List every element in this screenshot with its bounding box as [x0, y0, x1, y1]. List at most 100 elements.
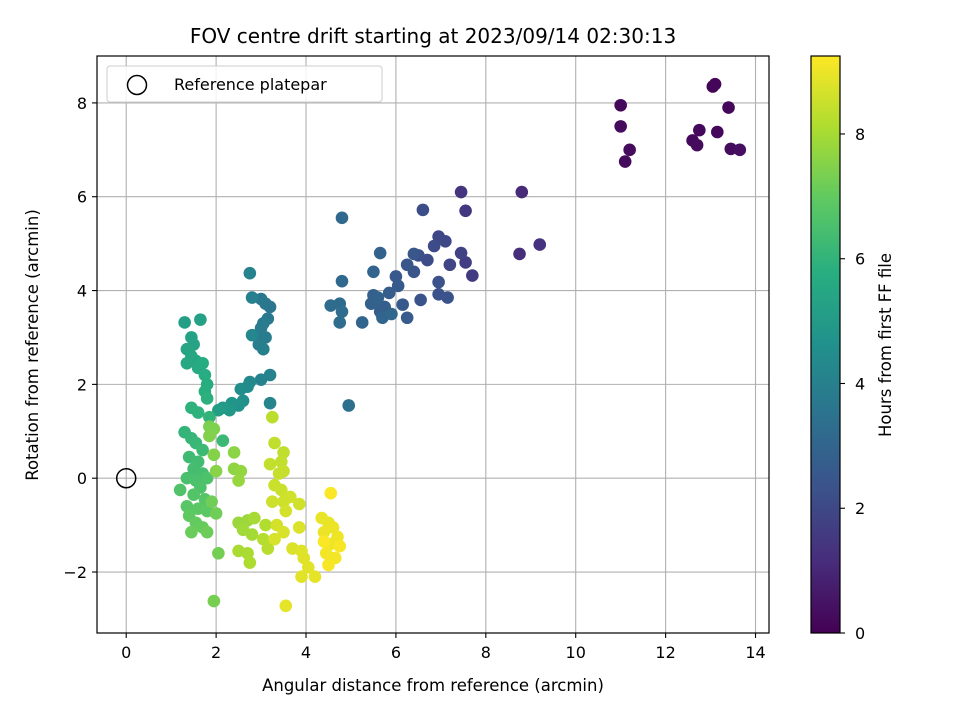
data-point	[614, 120, 627, 133]
data-point	[335, 274, 349, 288]
data-point	[212, 403, 225, 417]
data-point	[308, 570, 322, 584]
data-point	[209, 507, 223, 520]
colorbar-tick-label: 8	[855, 125, 865, 144]
data-point	[322, 558, 335, 572]
data-point	[232, 474, 245, 487]
data-point	[371, 291, 385, 304]
data-point	[373, 246, 387, 260]
colorbar: 0 2 4 6 8 Hours from first FF file	[810, 55, 895, 643]
data-point	[317, 535, 331, 548]
data-point	[515, 185, 529, 199]
data-point	[173, 483, 187, 497]
x-tick-label: 6	[391, 643, 401, 662]
legend-frame	[106, 65, 383, 103]
data-point	[180, 356, 194, 370]
data-point	[432, 230, 445, 243]
colorbar-tick-label: 6	[855, 250, 865, 269]
data-point	[266, 410, 279, 424]
data-point	[277, 525, 290, 539]
data-point	[385, 307, 398, 321]
data-point	[196, 443, 209, 457]
y-tick-label: 0	[77, 469, 87, 488]
data-point	[257, 532, 270, 546]
legend-marker	[126, 74, 148, 96]
data-point	[191, 406, 205, 419]
data-point	[441, 291, 454, 304]
data-point	[722, 101, 735, 114]
data-point	[414, 293, 427, 307]
data-point	[200, 392, 214, 405]
y-axis-label: Rotation from reference (arcmin)	[23, 209, 42, 481]
y-tick-label: −2	[63, 563, 87, 582]
data-point	[466, 269, 479, 282]
data-point	[245, 328, 259, 342]
colorbar-gradient	[811, 56, 840, 633]
data-point	[254, 373, 268, 386]
x-tick-label: 12	[655, 643, 675, 662]
data-point	[268, 436, 281, 450]
data-point	[513, 247, 526, 261]
data-point	[209, 464, 223, 478]
data-point	[227, 446, 241, 459]
data-point	[216, 434, 230, 447]
data-point	[277, 464, 290, 478]
data-point	[367, 265, 380, 279]
data-point	[711, 125, 724, 139]
data-point	[263, 457, 277, 471]
data-point	[533, 238, 547, 251]
legend-label: Reference platepar	[174, 75, 327, 94]
y-tick-label: 8	[77, 94, 87, 113]
data-point	[205, 495, 218, 508]
data-point	[243, 556, 257, 569]
plot-frame	[96, 55, 770, 634]
data-point	[274, 483, 288, 497]
data-point	[733, 143, 747, 157]
data-point	[234, 382, 248, 396]
colorbar-frame	[810, 55, 841, 634]
data-point	[301, 561, 315, 574]
data-point	[623, 143, 636, 157]
data-point	[454, 185, 468, 199]
y-axis-ticks: −2 0 2 4 6 8	[63, 94, 97, 582]
data-point	[207, 594, 221, 608]
data-point	[355, 316, 369, 329]
reference-platepar-marker	[115, 467, 137, 489]
data-point	[432, 275, 445, 289]
legend: Reference platepar	[106, 65, 383, 103]
data-point	[279, 504, 293, 518]
data-point	[245, 528, 259, 541]
data-point	[400, 258, 414, 272]
y-tick-label: 4	[77, 282, 87, 301]
data-point	[259, 518, 272, 532]
colorbar-tick-label: 4	[855, 374, 865, 393]
data-point	[245, 291, 259, 304]
x-axis-label: Angular distance from reference (arcmin)	[262, 676, 604, 695]
data-point	[248, 511, 261, 525]
data-point	[263, 396, 277, 410]
data-point	[243, 266, 257, 280]
data-point	[283, 490, 297, 504]
data-point	[178, 316, 191, 329]
data-point	[194, 313, 207, 326]
colorbar-tick-label: 0	[855, 624, 865, 643]
data-point	[400, 311, 414, 325]
data-point	[185, 525, 198, 539]
data-points	[173, 77, 747, 613]
x-tick-label: 10	[566, 643, 586, 662]
y-tick-label: 2	[77, 375, 87, 394]
data-point	[708, 77, 722, 91]
data-point	[335, 211, 349, 225]
y-tick-label: 6	[77, 188, 87, 207]
data-point	[459, 204, 472, 218]
data-point	[614, 98, 627, 112]
data-point	[333, 316, 347, 329]
data-point	[212, 546, 225, 560]
data-point	[342, 399, 356, 412]
data-point	[292, 497, 306, 511]
x-tick-label: 8	[481, 643, 491, 662]
data-point	[187, 488, 200, 501]
data-point	[427, 239, 441, 253]
data-point	[324, 486, 338, 500]
